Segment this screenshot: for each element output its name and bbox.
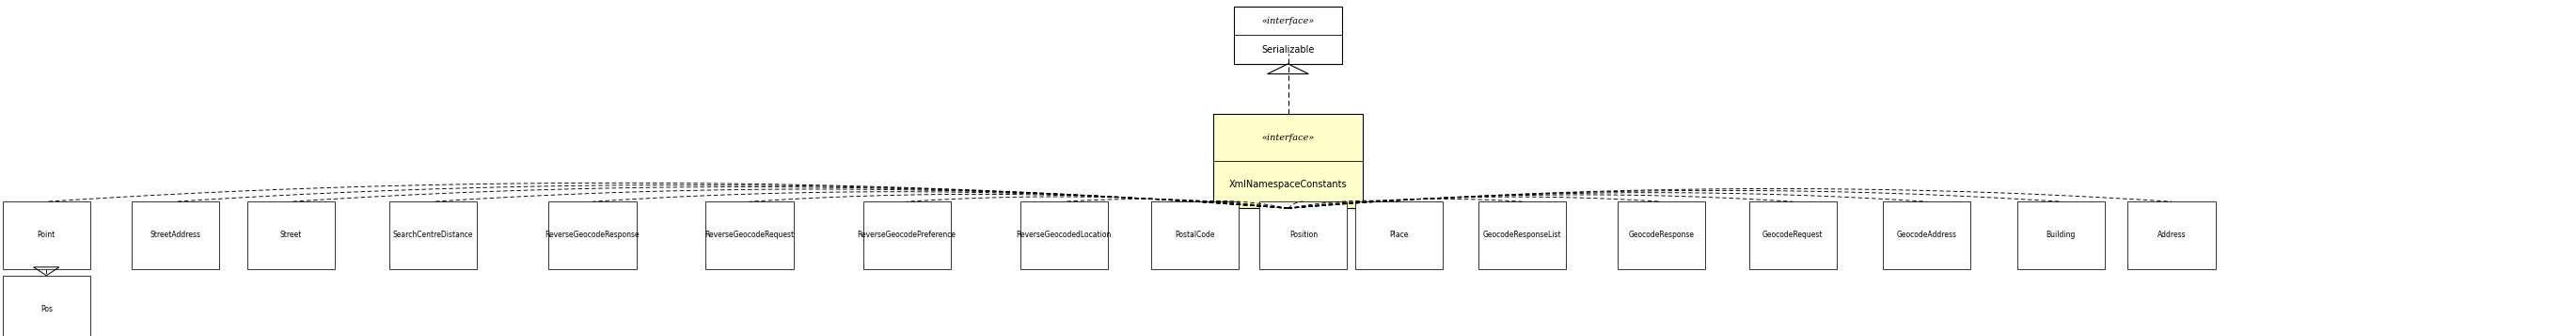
Text: «interface»: «interface» bbox=[1262, 17, 1314, 25]
Bar bbox=[1234, 7, 1342, 64]
Bar bbox=[247, 202, 335, 269]
Text: PostalCode: PostalCode bbox=[1175, 231, 1216, 240]
Bar bbox=[1355, 202, 1443, 269]
Bar bbox=[863, 202, 951, 269]
Text: GeocodeResponseList: GeocodeResponseList bbox=[1484, 231, 1561, 240]
Text: ReverseGeocodeRequest: ReverseGeocodeRequest bbox=[706, 231, 793, 240]
Text: Street: Street bbox=[281, 231, 301, 240]
Bar bbox=[1260, 202, 1347, 269]
Text: Address: Address bbox=[2156, 231, 2187, 240]
Bar bbox=[706, 202, 793, 269]
Text: «interface»: «interface» bbox=[1262, 133, 1314, 142]
Text: Pos: Pos bbox=[41, 305, 52, 313]
Bar bbox=[3, 276, 90, 336]
Bar bbox=[2017, 202, 2105, 269]
Bar bbox=[131, 202, 219, 269]
Text: ReverseGeocodePreference: ReverseGeocodePreference bbox=[858, 231, 956, 240]
Text: Building: Building bbox=[2045, 231, 2076, 240]
Text: SearchCentreDistance: SearchCentreDistance bbox=[392, 231, 474, 240]
Text: GeocodeAddress: GeocodeAddress bbox=[1896, 231, 1958, 240]
Bar bbox=[2128, 202, 2215, 269]
Text: ReverseGeocodedLocation: ReverseGeocodedLocation bbox=[1015, 231, 1113, 240]
Text: Position: Position bbox=[1291, 231, 1316, 240]
Text: Place: Place bbox=[1388, 231, 1409, 240]
Bar bbox=[3, 202, 90, 269]
Bar bbox=[1479, 202, 1566, 269]
Bar bbox=[1883, 202, 1971, 269]
Text: ReverseGeocodeResponse: ReverseGeocodeResponse bbox=[546, 231, 639, 240]
Text: GeocodeRequest: GeocodeRequest bbox=[1762, 231, 1824, 240]
Bar bbox=[389, 202, 477, 269]
Bar bbox=[549, 202, 636, 269]
Bar bbox=[1020, 202, 1108, 269]
Bar bbox=[1749, 202, 1837, 269]
Bar bbox=[1213, 114, 1363, 208]
Text: StreetAddress: StreetAddress bbox=[149, 231, 201, 240]
Text: Point: Point bbox=[36, 231, 57, 240]
Bar bbox=[1618, 202, 1705, 269]
Text: Serializable: Serializable bbox=[1262, 45, 1314, 54]
Text: XmlNamespaceConstants: XmlNamespaceConstants bbox=[1229, 180, 1347, 190]
Bar bbox=[1151, 202, 1239, 269]
Text: GeocodeResponse: GeocodeResponse bbox=[1628, 231, 1695, 240]
